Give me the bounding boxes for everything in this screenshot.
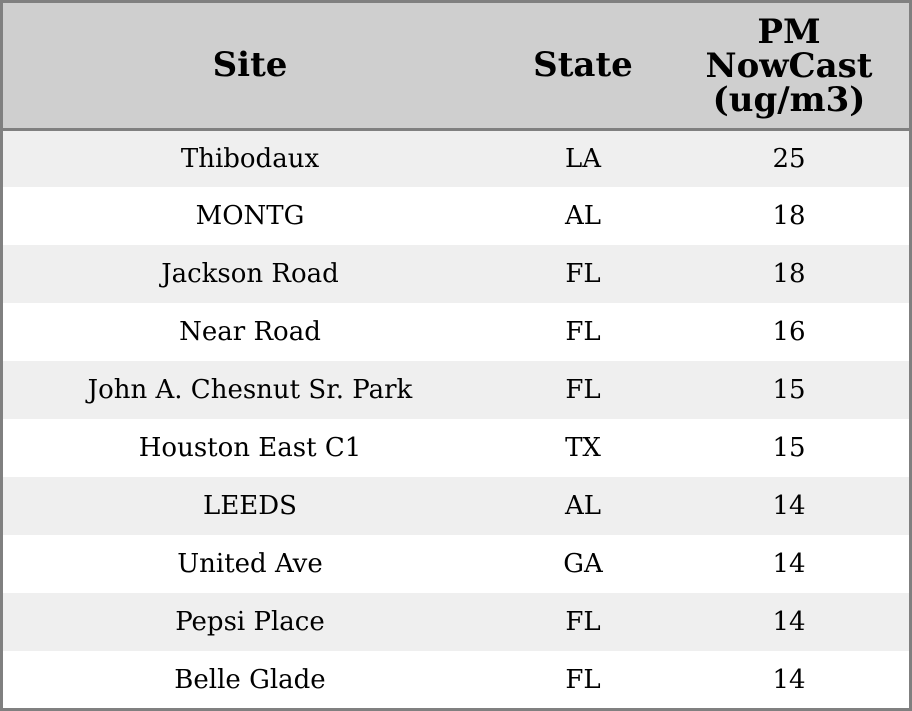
table-row: LEEDS AL 14 — [3, 477, 909, 535]
column-header-state: State — [497, 3, 669, 131]
cell-pm-nowcast: 14 — [772, 607, 806, 637]
table-row: Belle Glade FL 14 — [3, 651, 909, 708]
table-row: Houston East C1 TX 15 — [3, 419, 909, 477]
table-row: John A. Chesnut Sr. Park FL 15 — [3, 361, 909, 419]
cell-pm-nowcast: 14 — [772, 665, 806, 695]
cell-site: Pepsi Place — [175, 607, 325, 637]
column-header-site: Site — [3, 3, 497, 131]
cell-pm-nowcast: 15 — [772, 375, 806, 405]
column-header-pm-line-3: (ug/m3) — [712, 80, 866, 121]
cell-pm-nowcast: 16 — [772, 317, 806, 347]
cell-state: FL — [565, 317, 601, 347]
cell-pm-nowcast: 14 — [772, 491, 806, 521]
cell-site: MONTG — [195, 201, 305, 231]
column-header-pm-line-1: PM — [757, 12, 821, 53]
cell-state: FL — [565, 259, 601, 289]
column-header-pm-line-2: NowCast — [705, 46, 873, 87]
table-row: Jackson Road FL 18 — [3, 245, 909, 303]
cell-pm-nowcast: 18 — [772, 201, 806, 231]
table-header: Site State PM NowCast (ug/m3) — [3, 3, 909, 131]
cell-site: Thibodaux — [180, 143, 320, 174]
table-row: Thibodaux LA 25 — [3, 129, 909, 187]
cell-site: Jackson Road — [161, 259, 339, 289]
cell-state: LA — [564, 143, 602, 174]
cell-state: AL — [564, 201, 602, 231]
cell-site: Near Road — [179, 317, 321, 347]
cell-pm-nowcast: 14 — [772, 549, 806, 579]
column-header-pm-nowcast: PM NowCast (ug/m3) — [669, 3, 909, 131]
table-body: Thibodaux LA 25 MONTG AL 18 Jackson Road FL 18 Ne… — [3, 129, 909, 708]
cell-state: AL — [564, 491, 602, 521]
table-row: MONTG AL 18 — [3, 187, 909, 245]
cell-state: TX — [565, 433, 601, 463]
cell-site: John A. Chesnut Sr. Park — [87, 375, 413, 405]
cell-state: GA — [563, 549, 603, 579]
pm-nowcast-table: Site State PM NowCast (ug/m3) Thibodaux L… — [3, 3, 909, 708]
header-row: Site State PM NowCast (ug/m3) — [3, 3, 909, 131]
table-row: Near Road FL 16 — [3, 303, 909, 361]
cell-site: LEEDS — [203, 491, 297, 521]
cell-site: Belle Glade — [174, 665, 326, 695]
cell-pm-nowcast: 18 — [772, 259, 806, 289]
cell-state: FL — [565, 607, 601, 637]
cell-pm-nowcast: 25 — [772, 143, 806, 174]
cell-state: FL — [565, 375, 601, 405]
cell-state: FL — [565, 665, 601, 695]
cell-pm-nowcast: 15 — [772, 433, 806, 463]
cell-site: United Ave — [177, 549, 323, 579]
cell-site: Houston East C1 — [138, 433, 362, 463]
table-row: United Ave GA 14 — [3, 535, 909, 593]
table-row: Pepsi Place FL 14 — [3, 593, 909, 651]
